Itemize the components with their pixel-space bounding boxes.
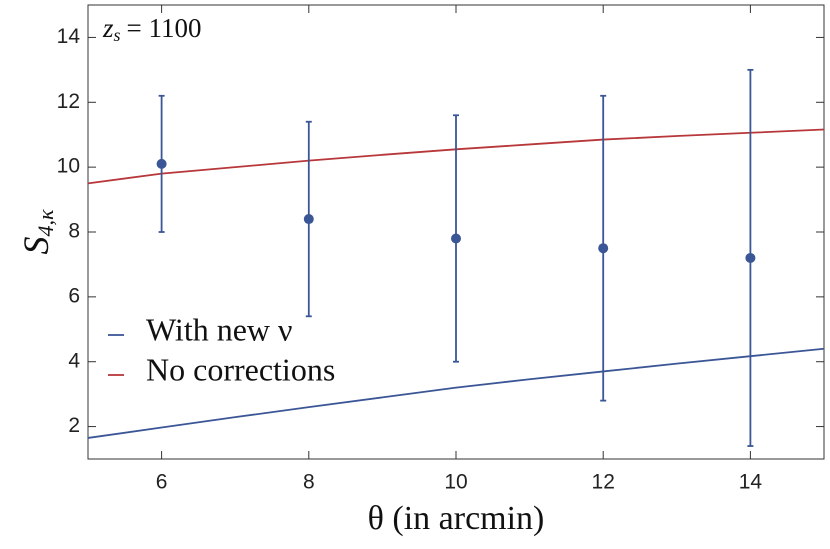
y-tick-label: 4 <box>68 349 80 372</box>
x-tick-label: 14 <box>739 471 763 494</box>
point <box>303 214 314 225</box>
y-tick-label: 14 <box>57 25 81 48</box>
y-tick-label: 6 <box>68 284 80 307</box>
point <box>745 252 756 263</box>
legend-label: No corrections <box>146 351 335 387</box>
y-axis-var: S <box>16 237 56 255</box>
point <box>451 233 461 244</box>
annotation-sub: s <box>114 25 121 45</box>
point <box>598 243 609 254</box>
y-tick-label: 10 <box>57 155 80 178</box>
x-axis-label: θ (in arcmin) <box>368 500 545 537</box>
line <box>87 347 825 439</box>
x-tick-label: 10 <box>444 471 467 494</box>
y-tick-label: 2 <box>68 414 80 437</box>
y-axis-label: S4,κ <box>16 209 58 255</box>
point <box>156 158 167 169</box>
y-tick-label: 12 <box>57 90 80 113</box>
annotation: zs = 1100 <box>102 13 202 45</box>
x-tick-label: 8 <box>303 471 315 494</box>
y-tick-label: 8 <box>68 220 80 243</box>
annotation-var: z <box>102 13 114 43</box>
y-axis-sub: 4,κ <box>33 209 58 237</box>
annotation-rest: = 1100 <box>127 13 202 43</box>
legend-label: With new ν <box>146 311 292 347</box>
x-tick-label: 6 <box>156 471 168 494</box>
x-tick-label: 12 <box>592 471 615 494</box>
